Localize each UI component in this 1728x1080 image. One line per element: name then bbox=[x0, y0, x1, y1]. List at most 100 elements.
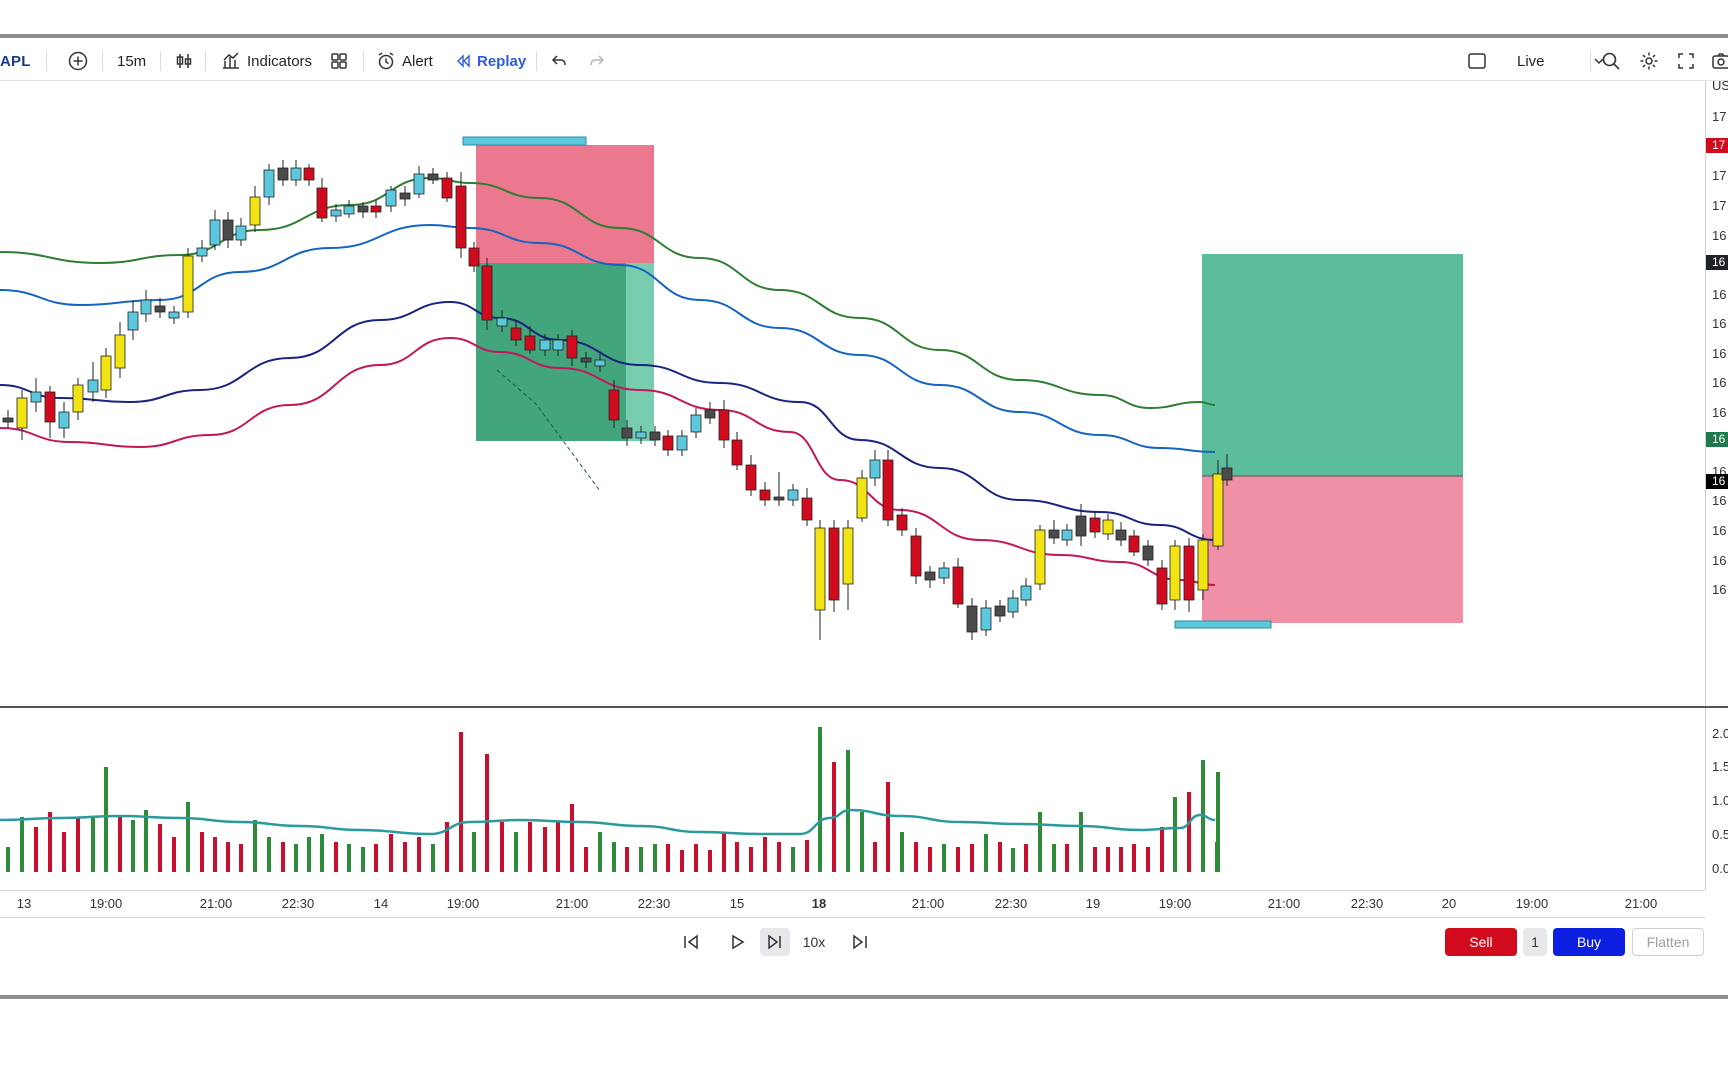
candle bbox=[370, 200, 382, 218]
volume-bar bbox=[680, 850, 684, 872]
time-axis-label: 19:00 bbox=[446, 896, 480, 911]
add-symbol-button[interactable] bbox=[67, 42, 89, 80]
candle bbox=[842, 520, 854, 610]
flatten-button[interactable]: Flatten bbox=[1632, 928, 1704, 956]
volume-bar bbox=[1024, 844, 1028, 872]
candle bbox=[608, 380, 620, 428]
time-axis-label: 22:30 bbox=[994, 896, 1028, 911]
undo-button[interactable] bbox=[550, 42, 568, 80]
quantity-field[interactable]: 1 bbox=[1523, 928, 1547, 956]
volume-bar bbox=[653, 844, 657, 872]
candle bbox=[731, 432, 743, 470]
short-target-zone-progress bbox=[626, 263, 654, 441]
templates-button[interactable] bbox=[329, 42, 349, 80]
volume-bar bbox=[226, 842, 230, 872]
candle bbox=[455, 172, 467, 258]
candle bbox=[290, 160, 302, 186]
candle bbox=[635, 426, 647, 444]
volume-bar bbox=[445, 822, 449, 872]
candle bbox=[441, 172, 453, 202]
candle bbox=[1169, 540, 1181, 610]
volume-bar bbox=[417, 837, 421, 872]
candle bbox=[16, 390, 28, 440]
symbol-selector[interactable]: APL bbox=[0, 42, 31, 80]
volume-bar bbox=[791, 847, 795, 872]
volume-bar bbox=[777, 842, 781, 872]
volume-bar bbox=[694, 844, 698, 872]
candle bbox=[966, 598, 978, 640]
candle bbox=[385, 186, 397, 212]
time-axis-label: 21:00 bbox=[911, 896, 945, 911]
pane-separator[interactable] bbox=[0, 706, 1728, 708]
volume-bar bbox=[374, 844, 378, 872]
candle bbox=[649, 426, 661, 446]
candle bbox=[1061, 524, 1073, 546]
mode-select[interactable]: Live bbox=[1517, 42, 1605, 80]
sell-button[interactable]: Sell bbox=[1445, 928, 1517, 956]
fullscreen-button[interactable] bbox=[1677, 42, 1695, 80]
candle bbox=[718, 400, 730, 448]
screenshot-button[interactable] bbox=[1711, 42, 1728, 80]
volume-chart-canvas[interactable] bbox=[0, 708, 1705, 890]
candle bbox=[1115, 522, 1127, 546]
add-symbol-icon bbox=[68, 51, 88, 71]
volume-bar bbox=[749, 847, 753, 872]
price-axis[interactable]: US17171717161616161616161616161616161716… bbox=[1705, 81, 1728, 706]
candle bbox=[952, 558, 964, 608]
volume-axis-label: 1.5 bbox=[1712, 759, 1728, 774]
volume-bar bbox=[403, 842, 407, 872]
candle bbox=[1089, 512, 1101, 538]
chart-toolbar: APL 15m Indicators Alert Replay Live bbox=[0, 42, 1728, 81]
price-axis-label: 16 bbox=[1712, 553, 1727, 568]
volume-axis[interactable]: 2.0 1.5 1.0 0.5 0.0 bbox=[1705, 708, 1728, 890]
volume-axis-label: 0.0 bbox=[1712, 861, 1728, 876]
interval-selector[interactable]: 15m bbox=[117, 42, 146, 80]
volume-bar bbox=[860, 812, 864, 872]
jump-to-start-button[interactable] bbox=[676, 928, 706, 956]
volume-bar bbox=[320, 834, 324, 872]
time-axis-label: 13 bbox=[16, 896, 32, 911]
play-button[interactable] bbox=[722, 928, 752, 956]
ma-line-navy bbox=[0, 300, 1216, 541]
candle bbox=[994, 600, 1006, 622]
volume-bar bbox=[514, 832, 518, 872]
replay-speed-label: 10x bbox=[802, 934, 826, 950]
volume-pane[interactable] bbox=[0, 708, 1705, 890]
candle bbox=[496, 310, 508, 332]
redo-button[interactable] bbox=[588, 42, 606, 80]
candle bbox=[87, 362, 99, 402]
time-axis-label: 21:00 bbox=[555, 896, 589, 911]
alert-button[interactable]: Alert bbox=[376, 42, 433, 80]
volume-bar bbox=[914, 842, 918, 872]
candle bbox=[580, 352, 592, 368]
price-chart[interactable] bbox=[0, 81, 1705, 706]
candle bbox=[676, 430, 688, 456]
jump-to-end-button[interactable] bbox=[845, 928, 875, 956]
candle bbox=[235, 218, 247, 246]
price-chart-canvas[interactable] bbox=[0, 81, 1705, 706]
short-entry-handle bbox=[462, 136, 587, 146]
buy-button[interactable]: Buy bbox=[1553, 928, 1625, 956]
time-axis-label: 19 bbox=[1085, 896, 1101, 911]
indicators-button[interactable]: Indicators bbox=[221, 42, 312, 80]
candle bbox=[427, 168, 439, 184]
price-axis-label: 16 bbox=[1712, 287, 1727, 302]
replay-button[interactable]: Replay bbox=[455, 42, 526, 80]
volume-bar bbox=[666, 844, 670, 872]
step-forward-button[interactable] bbox=[760, 928, 790, 956]
candle bbox=[773, 472, 785, 506]
volume-bar bbox=[104, 767, 108, 872]
volume-bar bbox=[76, 817, 80, 872]
bar-style-button[interactable] bbox=[174, 42, 194, 80]
candle bbox=[1197, 534, 1209, 600]
candle bbox=[468, 242, 480, 272]
settings-button[interactable] bbox=[1639, 42, 1659, 80]
long-stop-zone bbox=[1202, 476, 1463, 623]
time-axis[interactable]: 13 19:00 21:00 22:30 14 19:00 21:00 22:30 15 18 21… bbox=[0, 890, 1705, 918]
skip-forward-icon bbox=[853, 934, 867, 950]
mode-select-value: Live bbox=[1517, 52, 1545, 70]
layout-button[interactable] bbox=[1467, 42, 1487, 80]
indicators-icon bbox=[223, 52, 239, 69]
search-button[interactable] bbox=[1601, 42, 1621, 80]
replay-speed-button[interactable]: 10x bbox=[796, 928, 832, 956]
